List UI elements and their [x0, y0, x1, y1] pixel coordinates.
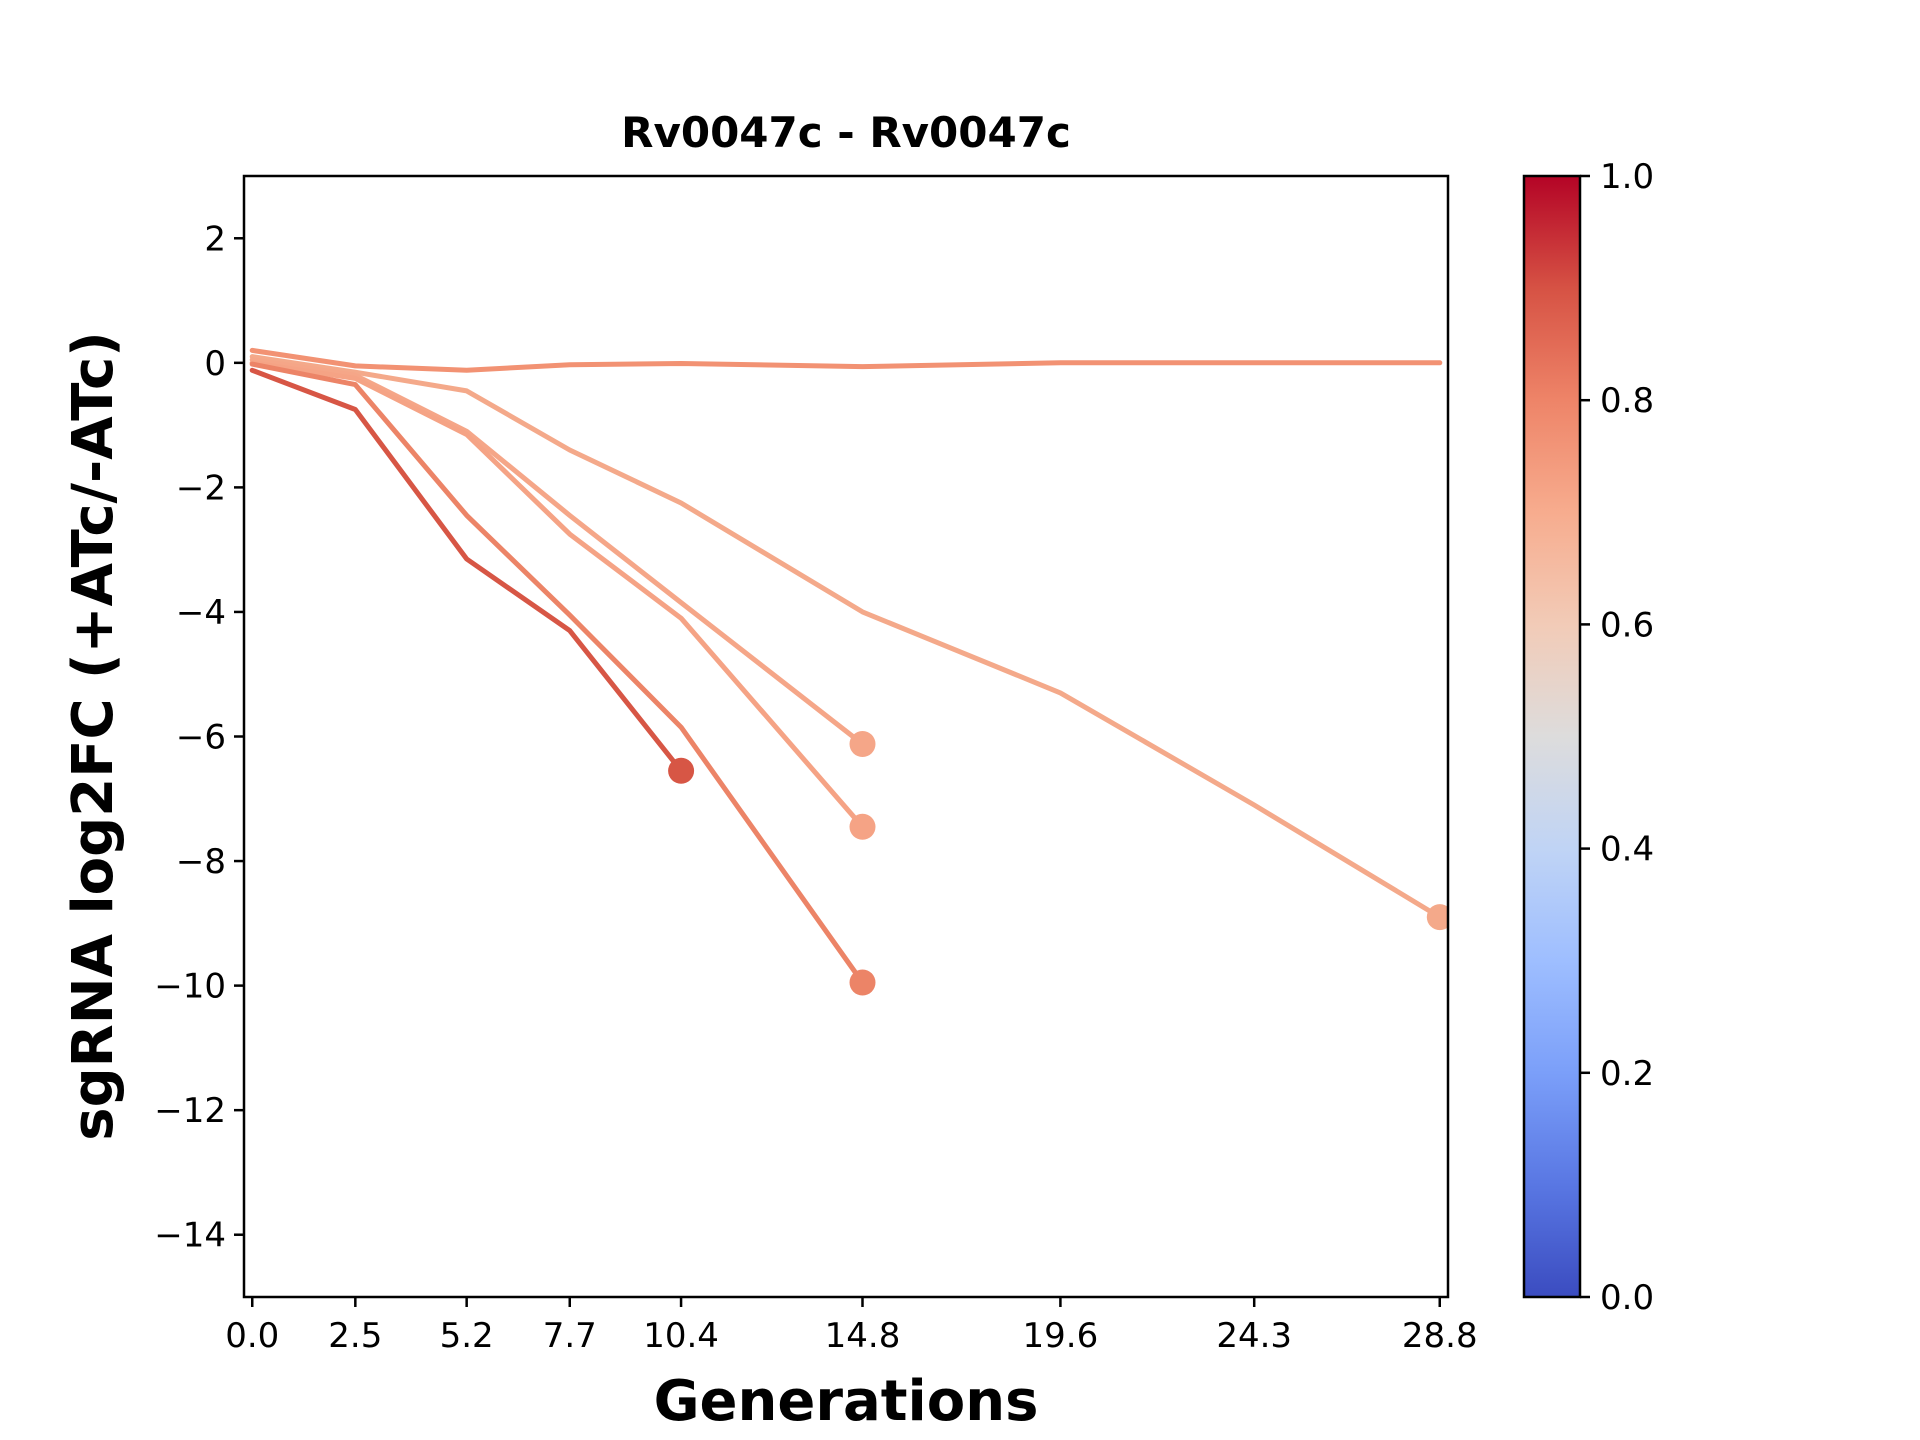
colorbar: 0.0 0.2 0.4 0.6 0.8 1.0 — [1522, 157, 1654, 1318]
y-axis-label: sgRNA log2FC (+ATc/-ATc) — [61, 331, 126, 1141]
y-tick-label: −4 — [176, 593, 226, 633]
series-end-point-2 — [1426, 904, 1448, 931]
x-tick-label: 24.3 — [1216, 1316, 1292, 1356]
series-line-1 — [249, 347, 1443, 373]
colorbar-tick-label: 1.0 — [1600, 157, 1654, 197]
x-tick-label: 7.7 — [543, 1316, 597, 1356]
y-tick-label: −6 — [176, 718, 226, 758]
colorbar-tick-label: 0.8 — [1600, 381, 1654, 421]
series-line-5 — [249, 361, 865, 985]
x-tick-label: 19.6 — [1023, 1316, 1099, 1356]
colorbar-tick-label: 0.2 — [1600, 1054, 1654, 1094]
x-axis: 0.0 2.5 5.2 7.7 10.4 14.8 19.6 24.3 28.8 — [225, 1297, 1478, 1356]
colorbar-tick-label: 0.0 — [1600, 1278, 1654, 1318]
plot-frame — [242, 174, 1450, 1299]
series-line-4 — [249, 360, 865, 830]
colorbar-tick-label: 0.4 — [1600, 830, 1654, 870]
y-tick-label: −14 — [154, 1216, 226, 1256]
y-tick-label: −10 — [154, 967, 226, 1007]
x-tick-label: 2.5 — [328, 1316, 382, 1356]
chart-title: Rv0047c - Rv0047c — [621, 108, 1071, 157]
series-line-3 — [249, 357, 865, 747]
x-tick-label: 28.8 — [1402, 1316, 1478, 1356]
y-tick-label: 0 — [204, 344, 226, 384]
series-end-point-5 — [849, 969, 876, 996]
y-axis: 2 0 −2 −4 −6 −8 −10 −12 −14 — [154, 219, 244, 1256]
x-tick-label: 0.0 — [225, 1316, 279, 1356]
series-line-2 — [249, 354, 1443, 920]
y-tick-label: −8 — [176, 842, 226, 882]
series-end-point-3 — [849, 731, 876, 757]
x-axis-label: Generations — [654, 1369, 1039, 1434]
y-tick-label: 2 — [204, 219, 226, 259]
series-line-6 — [249, 367, 684, 774]
series-end-point-4 — [849, 813, 876, 840]
y-tick-label: −2 — [176, 468, 226, 508]
x-tick-label: 10.4 — [643, 1316, 719, 1356]
x-tick-label: 14.8 — [825, 1316, 901, 1356]
colorbar-tick-label: 0.6 — [1600, 605, 1654, 645]
series-layer — [249, 347, 1448, 996]
series-end-point-6 — [668, 757, 695, 784]
colorbar-gradient — [1522, 174, 1582, 1299]
y-tick-label: −12 — [154, 1091, 226, 1131]
x-tick-label: 5.2 — [440, 1316, 494, 1356]
colorbar-ticks: 0.0 0.2 0.4 0.6 0.8 1.0 — [1580, 157, 1654, 1318]
